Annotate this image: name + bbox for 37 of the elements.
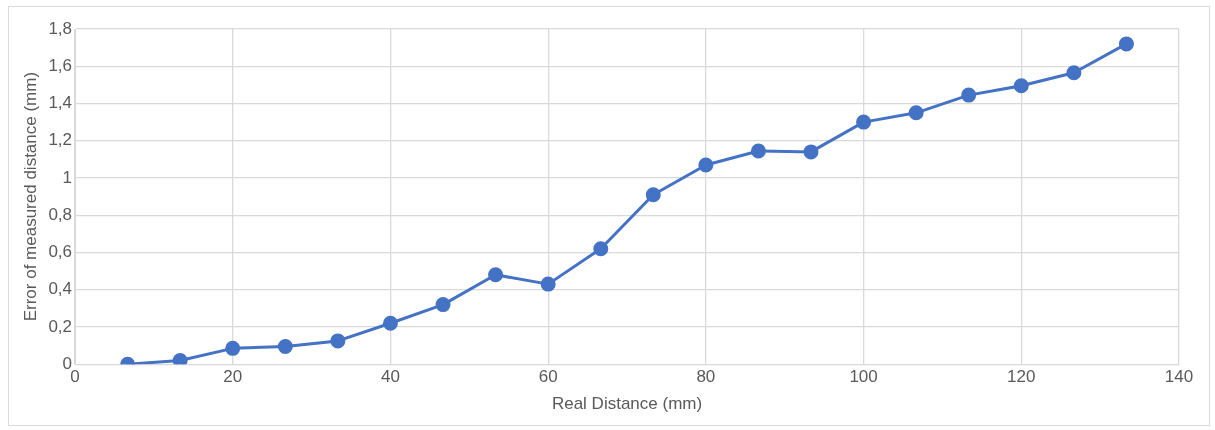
x-tick-label: 80: [696, 367, 716, 387]
point: [698, 157, 714, 173]
point: [382, 315, 398, 331]
point: [961, 87, 977, 103]
point: [645, 187, 661, 203]
y-tick-label: 0,6: [48, 242, 73, 262]
point: [225, 340, 241, 356]
point: [803, 144, 819, 160]
point: [1066, 65, 1082, 81]
x-tick-label: 20: [223, 367, 243, 387]
y-tick-label: 0,4: [48, 279, 73, 299]
point: [488, 267, 504, 283]
point: [540, 276, 556, 292]
y-tick-label: 1,2: [48, 130, 73, 150]
y-tick-label: 1,8: [48, 18, 73, 38]
y-tick-label: 0,8: [48, 204, 73, 224]
x-tick-label: 40: [380, 367, 400, 387]
point: [330, 333, 346, 349]
x-tick-label: 100: [849, 367, 878, 387]
point: [750, 143, 766, 159]
y-tick-label: 0,2: [48, 316, 73, 336]
x-tick-label: 140: [1164, 367, 1194, 387]
point: [1013, 78, 1029, 94]
x-axis-title: Real Distance (mm): [551, 394, 703, 414]
point: [593, 241, 609, 257]
y-tick-label: 1,4: [48, 93, 73, 113]
point: [856, 114, 872, 130]
point: [172, 352, 188, 365]
y-axis-title: Error of measured distance (mm): [20, 71, 40, 322]
point: [908, 105, 924, 121]
y-tick-label: 1,6: [48, 55, 73, 75]
point: [277, 339, 293, 355]
y-tick-label: 1: [62, 167, 73, 187]
x-tick-label: 60: [538, 367, 558, 387]
point: [435, 297, 451, 313]
point: [1118, 36, 1134, 52]
x-tick-label: 120: [1007, 367, 1036, 387]
